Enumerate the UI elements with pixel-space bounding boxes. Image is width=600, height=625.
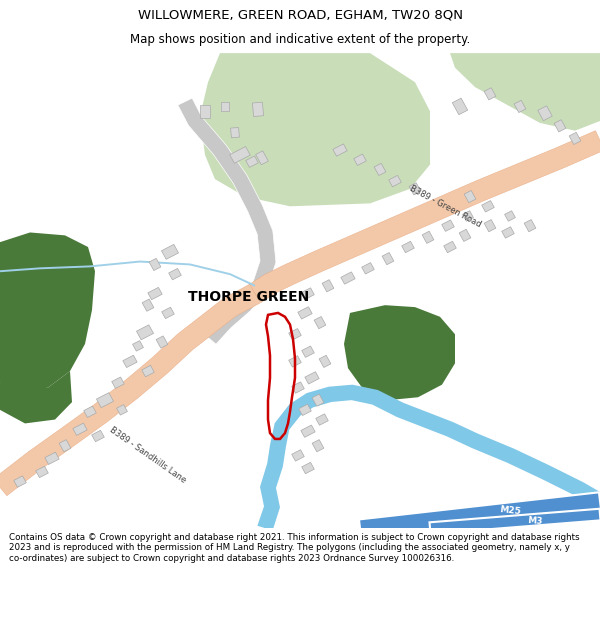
Polygon shape	[0, 284, 260, 496]
Polygon shape	[84, 406, 96, 418]
Polygon shape	[298, 307, 312, 319]
Polygon shape	[344, 305, 455, 400]
Polygon shape	[502, 227, 514, 238]
Polygon shape	[316, 414, 328, 425]
Polygon shape	[302, 462, 314, 474]
Polygon shape	[374, 163, 386, 176]
Polygon shape	[444, 241, 456, 252]
Polygon shape	[156, 336, 168, 348]
Polygon shape	[73, 423, 87, 436]
Polygon shape	[319, 355, 331, 367]
Polygon shape	[45, 452, 59, 464]
Text: B389 - Sandhills Lane: B389 - Sandhills Lane	[108, 426, 188, 485]
Polygon shape	[123, 355, 137, 367]
Polygon shape	[253, 102, 263, 116]
Polygon shape	[292, 450, 304, 461]
Polygon shape	[554, 120, 566, 132]
Polygon shape	[362, 262, 374, 274]
Polygon shape	[312, 439, 324, 452]
Text: Contains OS data © Crown copyright and database right 2021. This information is : Contains OS data © Crown copyright and d…	[9, 533, 580, 562]
Polygon shape	[402, 241, 414, 252]
Polygon shape	[514, 101, 526, 112]
Polygon shape	[422, 231, 434, 243]
Polygon shape	[142, 366, 154, 377]
Polygon shape	[484, 88, 496, 100]
Polygon shape	[333, 144, 347, 156]
Polygon shape	[524, 219, 536, 232]
Polygon shape	[382, 253, 394, 265]
Polygon shape	[112, 377, 124, 388]
Polygon shape	[302, 288, 314, 299]
Polygon shape	[14, 476, 26, 488]
Polygon shape	[133, 341, 143, 351]
Polygon shape	[256, 151, 268, 165]
Polygon shape	[505, 211, 515, 221]
Polygon shape	[464, 191, 476, 202]
Text: M3: M3	[527, 516, 543, 526]
Polygon shape	[200, 53, 430, 206]
Polygon shape	[0, 261, 256, 287]
Polygon shape	[569, 132, 581, 144]
Polygon shape	[409, 182, 421, 195]
Polygon shape	[289, 356, 301, 367]
Polygon shape	[148, 288, 162, 299]
Polygon shape	[289, 329, 301, 340]
Polygon shape	[36, 466, 48, 478]
Polygon shape	[92, 431, 104, 442]
Polygon shape	[161, 244, 179, 259]
Text: M25: M25	[499, 505, 521, 516]
Polygon shape	[136, 325, 154, 340]
Polygon shape	[482, 201, 494, 212]
Polygon shape	[341, 272, 355, 284]
Polygon shape	[162, 308, 174, 319]
Polygon shape	[442, 220, 454, 231]
Polygon shape	[230, 127, 239, 138]
Polygon shape	[246, 156, 258, 168]
Polygon shape	[538, 106, 552, 121]
Polygon shape	[149, 258, 161, 271]
Polygon shape	[292, 382, 304, 393]
Polygon shape	[450, 53, 600, 131]
Polygon shape	[484, 219, 496, 232]
Polygon shape	[354, 154, 366, 166]
Polygon shape	[178, 98, 276, 344]
Polygon shape	[452, 98, 468, 115]
Text: WILLOWMERE, GREEN ROAD, EGHAM, TW20 8QN: WILLOWMERE, GREEN ROAD, EGHAM, TW20 8QN	[137, 8, 463, 21]
Polygon shape	[59, 439, 71, 452]
Polygon shape	[389, 176, 401, 187]
Polygon shape	[314, 316, 326, 329]
Polygon shape	[230, 146, 250, 163]
Polygon shape	[249, 131, 600, 302]
Polygon shape	[312, 394, 324, 406]
Polygon shape	[359, 492, 600, 537]
Polygon shape	[301, 425, 315, 438]
Polygon shape	[305, 372, 319, 384]
Polygon shape	[299, 404, 311, 416]
Polygon shape	[200, 104, 210, 118]
Polygon shape	[169, 269, 181, 280]
Polygon shape	[142, 299, 154, 311]
Polygon shape	[302, 346, 314, 358]
Polygon shape	[459, 229, 471, 241]
Text: THORPE GREEN: THORPE GREEN	[188, 291, 309, 304]
Polygon shape	[97, 392, 113, 408]
Polygon shape	[463, 211, 473, 221]
Polygon shape	[430, 509, 600, 534]
Polygon shape	[0, 232, 95, 392]
Polygon shape	[116, 404, 127, 415]
Text: B389 - Green Road: B389 - Green Road	[408, 184, 482, 229]
Polygon shape	[257, 384, 600, 531]
Polygon shape	[322, 279, 334, 292]
Text: Map shows position and indicative extent of the property.: Map shows position and indicative extent…	[130, 33, 470, 46]
Polygon shape	[0, 371, 72, 423]
Polygon shape	[221, 102, 229, 111]
